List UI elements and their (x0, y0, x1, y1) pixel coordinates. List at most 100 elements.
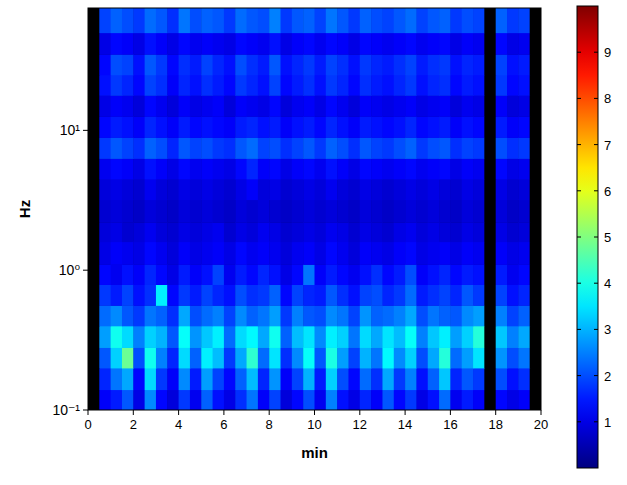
cell (213, 347, 225, 368)
no-data-cell (484, 368, 496, 390)
plot-frame (88, 8, 541, 410)
cell (405, 305, 417, 326)
cell (281, 116, 293, 138)
cell (213, 242, 225, 265)
cell (224, 116, 236, 138)
cell (122, 75, 134, 96)
cell (450, 158, 462, 179)
cell (428, 116, 440, 138)
cell (156, 368, 168, 390)
cell (303, 368, 315, 390)
cell (394, 179, 406, 200)
cell (416, 368, 428, 390)
cell (518, 305, 530, 326)
cell (348, 33, 360, 55)
cell (507, 158, 519, 179)
cell (269, 264, 281, 285)
x-tick (541, 410, 542, 415)
no-data-cell (484, 54, 496, 75)
cell (201, 284, 213, 305)
cell (167, 222, 179, 242)
cell (247, 33, 259, 55)
x-tick (223, 410, 224, 415)
x-tick (133, 410, 134, 415)
cell (133, 116, 145, 138)
cell (145, 347, 157, 368)
x-tick-label: 12 (353, 417, 367, 432)
cell (496, 75, 508, 96)
cell (213, 326, 225, 348)
cell (394, 222, 406, 242)
cell (213, 75, 225, 96)
cell (190, 54, 202, 75)
cell (428, 33, 440, 55)
cell (281, 390, 293, 410)
colorbar-tick (594, 421, 598, 422)
cell (371, 347, 383, 368)
cell (133, 326, 145, 348)
cell (507, 305, 519, 326)
cell (213, 33, 225, 55)
cell (111, 8, 123, 33)
cell (315, 116, 327, 138)
no-data-cell (530, 179, 541, 200)
cell (507, 54, 519, 75)
cell (394, 326, 406, 348)
cell (269, 158, 281, 179)
cell (439, 264, 451, 285)
cell (428, 347, 440, 368)
no-data-cell (484, 116, 496, 138)
cell (201, 75, 213, 96)
no-data-cell (484, 284, 496, 305)
cell (122, 242, 134, 265)
cell (337, 116, 349, 138)
cell (179, 33, 191, 55)
cell (405, 347, 417, 368)
y-tick-label: 10¹ (60, 122, 81, 138)
cell (247, 242, 259, 265)
cell (145, 284, 157, 305)
cell (292, 33, 304, 55)
cell (360, 264, 372, 285)
cell (190, 33, 202, 55)
cell (281, 137, 293, 158)
x-tick-label: 16 (443, 417, 457, 432)
cell (507, 347, 519, 368)
cell (269, 368, 281, 390)
cell (337, 75, 349, 96)
colorbar-tick (577, 190, 581, 191)
cell (224, 242, 236, 265)
no-data-cell (88, 390, 100, 410)
no-data-cell (484, 95, 496, 116)
cell (439, 33, 451, 55)
cell (224, 200, 236, 223)
cell (213, 200, 225, 223)
cell (235, 305, 247, 326)
cell (371, 75, 383, 96)
cell (416, 222, 428, 242)
cell (428, 179, 440, 200)
cell (337, 33, 349, 55)
cell (99, 264, 111, 285)
cell (122, 179, 134, 200)
cell (518, 137, 530, 158)
cell (292, 264, 304, 285)
cell (179, 222, 191, 242)
cell (462, 95, 474, 116)
cell (122, 347, 134, 368)
x-tick-label: 20 (534, 417, 548, 432)
cell (382, 54, 394, 75)
cell (337, 8, 349, 33)
no-data-cell (530, 305, 541, 326)
cell (371, 137, 383, 158)
cell (167, 368, 179, 390)
cell (133, 222, 145, 242)
cell (258, 33, 270, 55)
no-data-cell (484, 222, 496, 242)
cell (326, 158, 338, 179)
cell (122, 116, 134, 138)
cell (416, 326, 428, 348)
colorbar-tick (577, 329, 581, 330)
no-data-cell (484, 8, 496, 33)
cell (360, 242, 372, 265)
